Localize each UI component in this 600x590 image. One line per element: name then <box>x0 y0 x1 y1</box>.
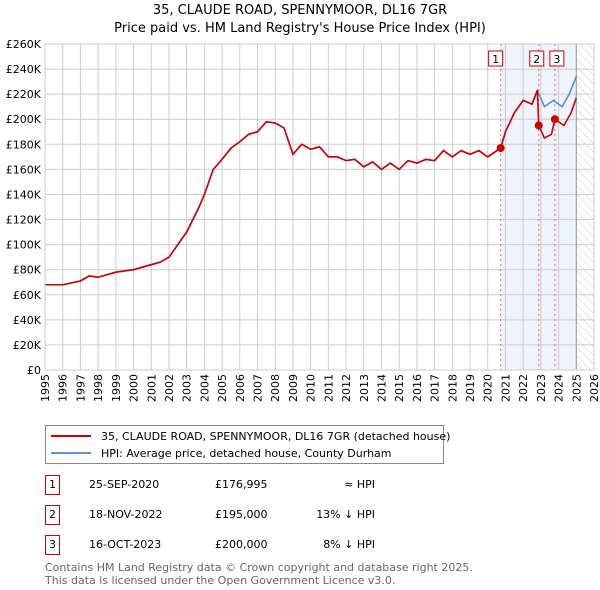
x-tick-label: 2017 <box>429 374 442 402</box>
x-tick-label: 2011 <box>322 374 335 402</box>
sale-label-box <box>549 50 565 67</box>
future-hatch <box>576 44 594 370</box>
footer-line2: This data is licensed under the Open Gov… <box>45 574 396 587</box>
plot: 1995 1996 1997 1998 1999 2000 2001 2002 2003 2004… <box>6 38 600 402</box>
x-tick-label: 1996 <box>57 374 70 402</box>
y-tick-label: £220K <box>6 88 42 101</box>
legend-swatch-property <box>51 435 91 437</box>
y-tick-label: £40K <box>13 314 42 327</box>
legend-label-hpi: HPI: Average price, detached house, Coun… <box>101 446 392 460</box>
x-tick-label: 2008 <box>269 374 282 402</box>
x-tick-label: 1999 <box>110 374 123 402</box>
chart-subtitle: Price paid vs. HM Land Registry's House … <box>114 21 486 36</box>
sale-number: 3 <box>45 535 60 555</box>
chart-title: 35, CLAUDE ROAD, SPENNYMOOR, DL16 7GR <box>152 3 448 18</box>
sale-point <box>534 121 543 130</box>
x-tick-label: 2021 <box>499 374 512 402</box>
sale-label: 3 <box>553 53 560 66</box>
y-tick-label: £180K <box>6 138 42 151</box>
sale-hpi-comparison: ≈ HPI <box>344 478 375 491</box>
x-tick-label: 2013 <box>358 374 371 402</box>
sale-row: 3 16-OCT-2023 £200,000 8% ↓ HPI <box>45 535 375 555</box>
y-tick-label: £100K <box>6 239 42 252</box>
x-tick-label: 2026 <box>588 374 600 402</box>
x-tick-label: 2020 <box>482 374 495 402</box>
x-tick-label: 2022 <box>517 374 530 402</box>
sale-hpi-comparison: 8% ↓ HPI <box>323 538 375 551</box>
x-tick-label: 2007 <box>252 374 265 402</box>
x-tick-label: 1995 <box>39 374 52 402</box>
sale-point <box>550 115 559 124</box>
sale-row: 2 18-NOV-2022 £195,000 13% ↓ HPI <box>45 505 375 525</box>
x-tick-label: 2006 <box>234 374 247 402</box>
x-tick-label: 2012 <box>340 374 353 402</box>
y-tick-label: £120K <box>6 214 42 227</box>
x-tick-label: 2025 <box>570 374 583 402</box>
sale-label-box <box>529 50 545 67</box>
x-tick-label: 2002 <box>163 374 176 402</box>
x-tick-label: 1997 <box>74 374 87 402</box>
legend: 35, CLAUDE ROAD, SPENNYMOOR, DL16 7GR (d… <box>45 425 450 464</box>
sale-label: 1 <box>492 53 499 66</box>
x-tick-label: 2003 <box>181 374 194 402</box>
plot-border <box>44 43 595 371</box>
y-tick-label: £240K <box>6 63 42 76</box>
x-tick-label: 2009 <box>287 374 300 402</box>
sale-date: 16-OCT-2023 <box>89 538 162 551</box>
legend-label-property: 35, CLAUDE ROAD, SPENNYMOOR, DL16 7GR (d… <box>101 429 451 443</box>
x-tick-label: 2018 <box>446 374 459 402</box>
x-tick-label: 2004 <box>198 374 211 402</box>
x-tick-label: 2019 <box>464 374 477 402</box>
x-tick-label: 2014 <box>375 374 388 402</box>
sale-label-box <box>488 50 504 67</box>
x-tick-label: 2010 <box>305 374 318 402</box>
y-tick-label: £160K <box>6 163 42 176</box>
y-tick-label: £140K <box>6 188 42 201</box>
sale-price: £176,995 <box>215 478 268 491</box>
sale-row: 1 25-SEP-2020 £176,995 ≈ HPI <box>45 475 375 495</box>
x-tick-label: 2001 <box>145 374 158 402</box>
y-tick-label: £60K <box>13 289 42 302</box>
sale-price: £200,000 <box>215 538 268 551</box>
y-tick-label: £200K <box>6 113 42 126</box>
x-tick-label: 1998 <box>92 374 105 402</box>
x-tick-label: 2000 <box>128 374 141 402</box>
x-tick-label: 2024 <box>553 374 566 402</box>
sale-number: 2 <box>45 505 60 525</box>
y-tick-label: £260K <box>6 38 42 51</box>
sale-number: 1 <box>45 475 60 495</box>
legend-swatch-hpi <box>51 452 91 454</box>
sale-price: £195,000 <box>215 508 268 521</box>
x-tick-label: 2015 <box>393 374 406 402</box>
y-tick-label: £0 <box>27 364 41 377</box>
x-tick-label: 2016 <box>411 374 424 402</box>
footer-line1: Contains HM Land Registry data © Crown c… <box>45 561 473 574</box>
sale-point <box>496 144 505 153</box>
sale-label: 2 <box>533 53 540 66</box>
sale-hpi-comparison: 13% ↓ HPI <box>316 508 375 521</box>
sale-date: 25-SEP-2020 <box>89 478 160 491</box>
x-tick-label: 2005 <box>216 374 229 402</box>
footer: Contains HM Land Registry data © Crown c… <box>45 561 473 587</box>
series-line-property <box>45 90 578 286</box>
x-tick-label: 2023 <box>535 374 548 402</box>
y-tick-label: £20K <box>13 339 42 352</box>
sale-date: 18-NOV-2022 <box>89 508 163 521</box>
y-tick-label: £80K <box>13 264 42 277</box>
